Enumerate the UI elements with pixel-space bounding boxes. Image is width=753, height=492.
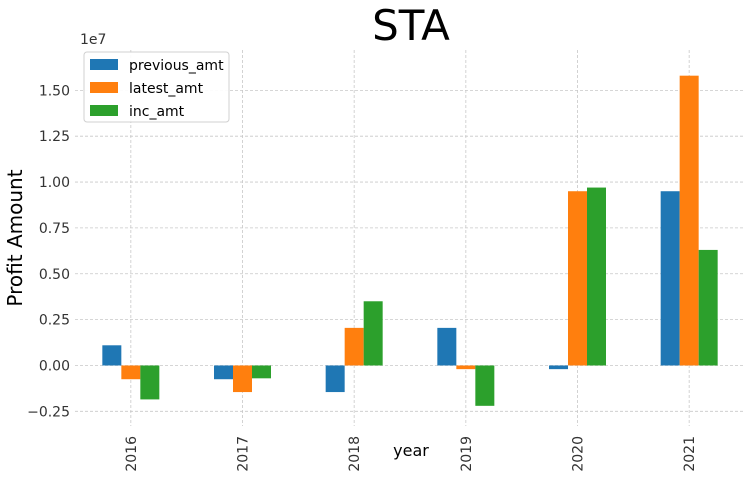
x-tick-label: 2021	[682, 436, 698, 472]
x-ticks: 2016 2017 2018 2019 2020 2021	[124, 436, 698, 472]
bar-previous_amt-2018	[325, 365, 345, 393]
bar-previous_amt-2019	[437, 327, 457, 366]
bar-inc_amt-2020	[587, 187, 606, 366]
bar-latest_amt-2017	[233, 365, 252, 393]
x-tick-label: 2016	[124, 436, 140, 472]
bar-latest_amt-2018	[344, 327, 364, 366]
y-ticks: −0.25 0.00 0.25 0.50 0.75 1.00 1.25 1.50	[27, 83, 70, 420]
bar-latest_amt-2019	[456, 365, 476, 370]
chart-title: STA	[372, 1, 450, 50]
x-tick-label: 2017	[236, 436, 252, 472]
legend-box	[83, 51, 230, 123]
y-axis-label: Profit Amount	[3, 169, 27, 306]
bar-previous_amt-2017	[214, 365, 233, 380]
y-tick-label: 1.50	[39, 83, 70, 99]
legend-swatch	[90, 82, 118, 93]
bar-inc_amt-2019	[475, 365, 495, 406]
bar-inc_amt-2018	[363, 301, 383, 366]
y-tick-label: 0.00	[39, 358, 70, 374]
bar-inc_amt-2017	[252, 365, 271, 379]
y-tick-label: 1.25	[39, 129, 70, 145]
x-axis-label: year	[393, 441, 429, 460]
y-tick-label: 0.50	[39, 267, 70, 283]
x-tick-label: 2018	[347, 436, 363, 472]
legend-label: inc_amt	[129, 104, 185, 120]
y-tick-label: 1.00	[39, 175, 70, 191]
legend: previous_amt latest_amt inc_amt	[83, 51, 230, 123]
bar-inc_amt-2016	[140, 365, 160, 400]
y-tick-label: 0.75	[39, 221, 70, 237]
legend-swatch	[90, 105, 118, 116]
x-tick-label: 2020	[571, 436, 587, 472]
bar-inc_amt-2021	[698, 249, 718, 366]
y-tick-label: −0.25	[27, 404, 70, 420]
x-tick-label: 2019	[459, 436, 475, 472]
y-offset-label: 1e7	[80, 32, 106, 48]
legend-label: latest_amt	[129, 81, 204, 97]
legend-swatch	[90, 59, 118, 70]
bars	[102, 75, 718, 406]
legend-label: previous_amt	[129, 58, 224, 74]
bar-previous_amt-2016	[102, 345, 122, 366]
bar-latest_amt-2020	[568, 191, 587, 366]
bar-latest_amt-2021	[679, 75, 699, 366]
bar-previous_amt-2020	[549, 365, 568, 370]
bar-latest_amt-2016	[121, 365, 141, 380]
bar-previous_amt-2021	[660, 191, 680, 366]
y-tick-label: 0.25	[39, 313, 70, 329]
